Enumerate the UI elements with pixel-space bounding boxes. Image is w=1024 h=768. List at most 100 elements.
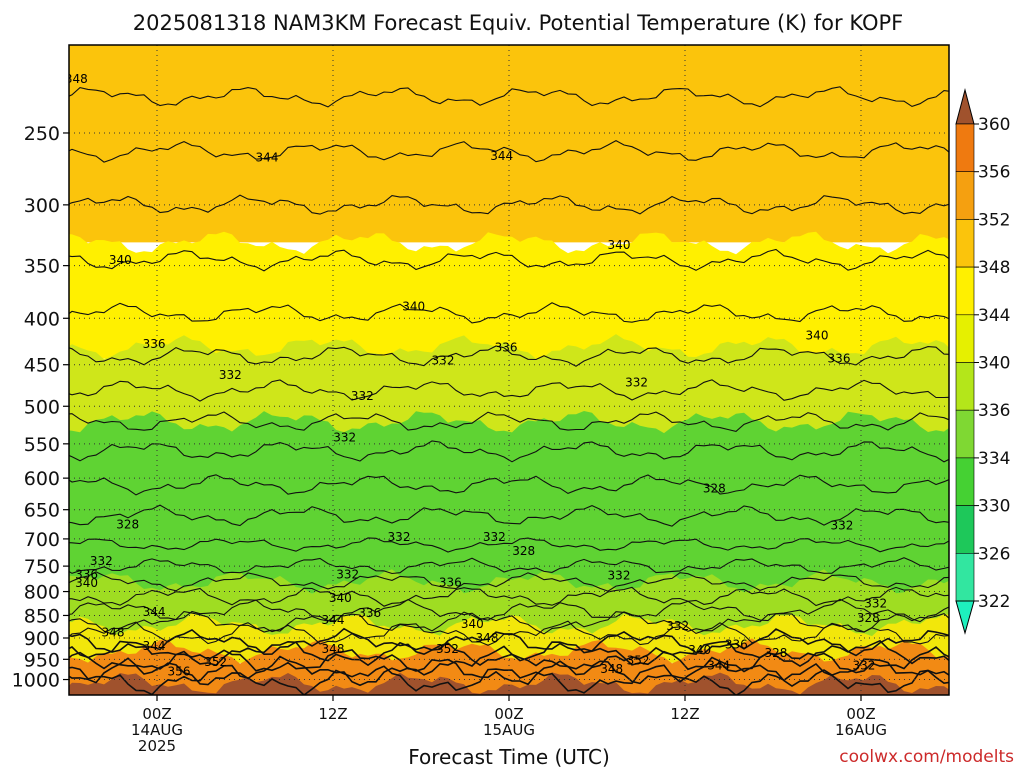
x-tick-label: 00Z xyxy=(846,705,875,723)
contour-label: 332 xyxy=(219,368,242,382)
contour-label: 332 xyxy=(336,567,359,581)
contour-line xyxy=(69,248,949,272)
contour-line xyxy=(69,86,949,108)
colorbar-segment xyxy=(955,123,975,173)
contour-label: 344 xyxy=(707,658,730,672)
layer-fill xyxy=(69,334,949,434)
contour-line xyxy=(69,598,949,623)
colorbar-label: 334 xyxy=(978,449,1010,469)
colorbar-label: 336 xyxy=(978,401,1010,421)
contour-line xyxy=(69,474,949,496)
contour-line xyxy=(69,627,949,657)
x-tick-label: 14AUG xyxy=(131,721,183,739)
contour-label: 352 xyxy=(204,655,227,669)
x-tick-label: 12Z xyxy=(670,705,699,723)
contour-line xyxy=(69,662,949,695)
contour-label: 332 xyxy=(864,597,887,611)
contour-label: 340 xyxy=(329,591,352,605)
y-tick-label: 750 xyxy=(24,556,60,578)
colorbar-label: 326 xyxy=(978,544,1010,564)
contour-label: 340 xyxy=(688,643,711,657)
contour-label: 336 xyxy=(495,341,518,355)
contour-label: 344 xyxy=(256,150,279,164)
x-tick-label: 16AUG xyxy=(835,721,887,739)
colorbar-segment xyxy=(955,314,975,363)
contour-line xyxy=(69,194,949,215)
contour-label: 340 xyxy=(461,617,484,631)
y-tick-label: 450 xyxy=(24,355,60,377)
y-tick-label: 950 xyxy=(24,649,60,671)
contour-label: 332 xyxy=(852,658,875,672)
contour-line xyxy=(69,645,949,676)
contour-lines xyxy=(69,86,949,695)
colorbar-label: 344 xyxy=(978,306,1010,326)
y-axis: 2503003504004505005506006507007508008509… xyxy=(12,123,69,692)
contour-label: 332 xyxy=(90,554,113,568)
contour-label: 340 xyxy=(109,253,132,267)
contour-label: 348 xyxy=(476,631,499,645)
x-axis-label: Forecast Time (UTC) xyxy=(408,745,610,768)
y-tick-label: 850 xyxy=(24,605,60,627)
contour-line xyxy=(69,557,949,575)
y-tick-label: 650 xyxy=(24,500,60,522)
layer-fill xyxy=(69,411,949,594)
contour-label: 348 xyxy=(322,642,345,656)
contour-label: 336 xyxy=(75,567,98,581)
y-tick-label: 350 xyxy=(24,256,60,278)
contour-line xyxy=(69,440,949,463)
contour-label: 348 xyxy=(600,662,623,676)
y-tick-label: 550 xyxy=(24,434,60,456)
colorbar-label: 352 xyxy=(978,210,1010,230)
y-tick-label: 600 xyxy=(24,468,60,490)
contour-label: 328 xyxy=(857,611,880,625)
y-tick-label: 400 xyxy=(24,308,60,330)
contour-line xyxy=(69,379,949,402)
colorbar-bottom-arrow xyxy=(955,600,975,635)
contour-label: 344 xyxy=(143,605,166,619)
contour-label: 348 xyxy=(65,72,88,86)
x-tick-label: 2025 xyxy=(138,737,176,755)
y-tick-label: 1000 xyxy=(12,670,60,692)
contour-label: 336 xyxy=(143,337,166,351)
contour-label: 332 xyxy=(351,389,374,403)
contour-line xyxy=(69,345,949,367)
y-tick-label: 900 xyxy=(24,628,60,650)
contour-label: 348 xyxy=(102,626,125,640)
contour-label: 328 xyxy=(764,646,787,660)
contour-label: 352 xyxy=(627,654,650,668)
contour-line xyxy=(69,586,949,607)
colorbar-segment xyxy=(955,457,975,506)
contour-label: 340 xyxy=(608,238,631,252)
contour-label: 328 xyxy=(116,518,139,532)
contour-label: 332 xyxy=(608,568,631,582)
colorbar-segment xyxy=(955,362,975,411)
y-tick-label: 700 xyxy=(24,529,60,551)
x-tick-label: 00Z xyxy=(494,705,523,723)
colorbar-segment xyxy=(955,171,975,220)
colorbar-top-arrow xyxy=(955,88,975,125)
colorbar-label: 330 xyxy=(978,497,1010,517)
contour-label: 356 xyxy=(168,665,191,679)
y-tick-label: 300 xyxy=(24,195,60,217)
contour-label: 352 xyxy=(436,642,459,656)
grid xyxy=(69,45,949,695)
contour-label: 344 xyxy=(143,639,166,653)
contour-label: 332 xyxy=(625,376,648,390)
contour-label: 332 xyxy=(432,353,455,367)
colorbar-segment xyxy=(955,266,975,316)
contour-label: 328 xyxy=(703,482,726,496)
contour-label: 344 xyxy=(490,149,513,163)
contour-label: 336 xyxy=(828,352,851,366)
contour-label: 336 xyxy=(725,638,748,652)
contour-label: 332 xyxy=(830,519,853,533)
contour-label: 340 xyxy=(806,329,829,343)
contour-line xyxy=(69,639,949,668)
colorbar-segment xyxy=(955,409,975,459)
contour-label: 332 xyxy=(666,619,689,633)
colorbar-label: 360 xyxy=(978,115,1010,135)
contour-line xyxy=(69,504,949,527)
contour-label: 344 xyxy=(322,613,345,627)
